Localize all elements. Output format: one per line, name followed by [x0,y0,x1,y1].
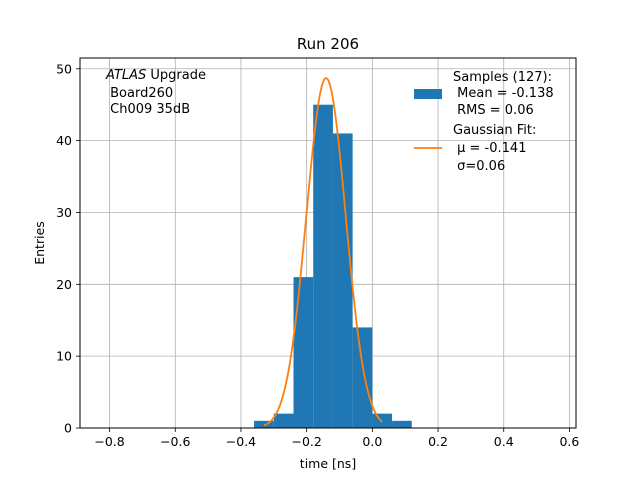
annotation-line-3: Ch009 35dB [106,102,190,117]
x-tick-label: −0.2 [291,434,321,449]
annotation: ATLAS Upgrade Board260 Ch009 35dB [105,68,206,117]
y-tick-label: 40 [56,133,72,148]
legend: Samples (127): Mean = -0.138 RMS = 0.06 … [414,70,554,174]
annotation-line-2: Board260 [106,86,173,101]
legend-samples-rms: RMS = 0.06 [453,103,534,118]
annotation-line-1: ATLAS Upgrade [105,68,206,83]
histogram-bar [254,420,274,428]
histogram-bar [352,327,373,428]
x-ticks: −0.8 −0.6 −0.4 −0.2 0.0 0.2 0.4 0.6 [94,428,579,449]
x-tick-label: −0.4 [226,434,256,449]
x-tick-label: 0.2 [428,434,448,449]
gaussian-fit-curve [263,77,383,427]
plot-frame [79,57,577,429]
histogram-bar [293,277,314,428]
histogram-bar [332,133,353,428]
x-axis-label: time [ns] [300,456,356,471]
legend-samples-title: Samples (127): [453,70,552,85]
chart-title: Run 206 [297,35,359,53]
histogram-bar [273,413,294,428]
y-tick-label: 50 [56,61,72,76]
x-tick-label: 0.4 [494,434,514,449]
legend-fit-mu: μ = -0.141 [453,141,526,156]
y-tick-label: 30 [56,205,72,220]
legend-fit-sigma: σ=0.06 [453,159,505,174]
histogram-bars [254,104,412,428]
legend-samples-mean: Mean = -0.138 [453,86,554,101]
y-axis-label: Entries [32,221,47,265]
x-tick-label: 0.6 [559,434,579,449]
histogram-bar [392,420,412,428]
y-tick-label: 0 [64,421,72,436]
x-tick-label: 0.0 [362,434,382,449]
annotation-upgrade: Upgrade [146,68,206,83]
histogram-bar [313,104,333,428]
y-ticks: 0 10 20 30 40 50 [56,61,80,436]
x-tick-label: −0.6 [160,434,190,449]
y-tick-label: 20 [56,277,72,292]
x-tick-label: −0.8 [94,434,124,449]
annotation-atlas: ATLAS [105,68,146,83]
legend-samples-patch [414,89,442,99]
fit-curve-group [263,77,383,427]
y-tick-label: 10 [56,349,72,364]
legend-fit-title: Gaussian Fit: [453,123,536,138]
